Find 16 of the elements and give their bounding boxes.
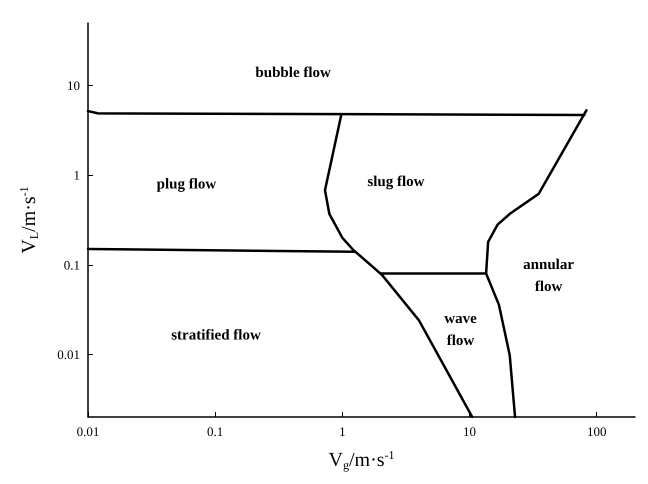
y-tick-label: 1 [74,168,80,183]
y-tick-label: 0.1 [64,257,80,272]
y-axis-title: VL/m·s-1 [17,186,41,254]
y-tick-label: 10 [67,78,80,94]
x-tick-label: 100 [586,424,606,439]
x-tick-label: 0.01 [76,424,100,439]
x-tick-label: 1 [339,424,346,439]
annotation: slug flow [367,174,425,190]
y-tick-label: 0.01 [57,346,80,362]
annotation: annular flow [523,256,574,295]
annotation: bubble flow [255,64,332,81]
annotation: stratified flow [171,327,261,344]
x-tick-label: 0.1 [207,424,224,439]
annotation: wave flow [444,310,478,349]
annotation: plug flow [156,176,216,193]
x-tick-label: 10 [463,424,476,439]
